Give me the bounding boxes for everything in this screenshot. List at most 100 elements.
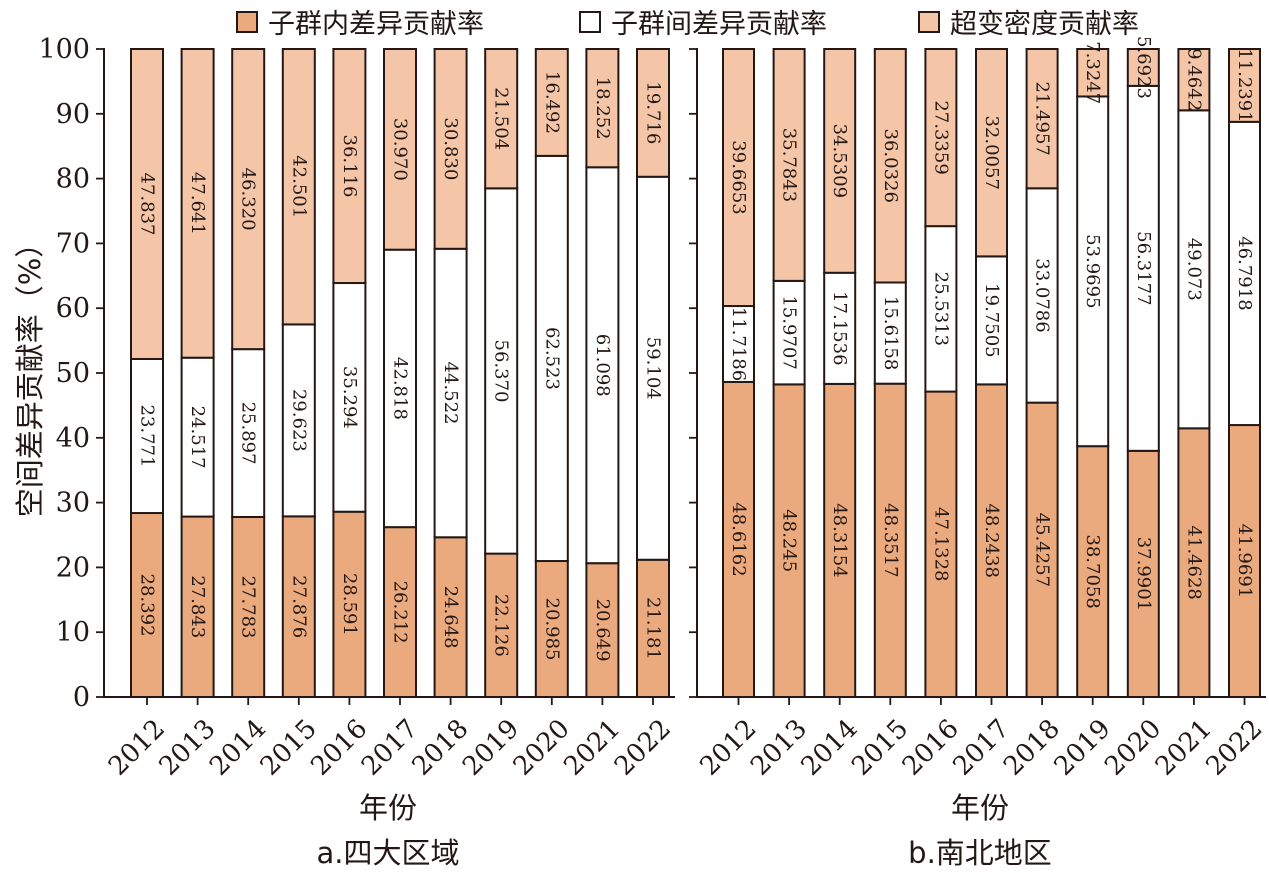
bar-segment-transvariation bbox=[722, 48, 755, 308]
bar-segment-within bbox=[873, 382, 907, 698]
bar-segment-transvariation bbox=[180, 48, 215, 359]
data-label-within: 48.3517 bbox=[880, 503, 901, 577]
bar-segment-between bbox=[924, 225, 958, 393]
data-label-between: 46.7918 bbox=[1234, 236, 1255, 310]
data-label-transvariation: 36.0326 bbox=[880, 129, 901, 203]
bar-segment-between bbox=[332, 282, 367, 513]
y-tick-label: 0 bbox=[73, 682, 90, 713]
data-label-transvariation: 35.7843 bbox=[779, 128, 800, 202]
x-tick-label: 2016 bbox=[897, 714, 965, 782]
x-axis-title: 年份 bbox=[951, 791, 1009, 825]
y-tick-label: 20 bbox=[56, 552, 90, 583]
bar-segment-transvariation bbox=[1126, 48, 1160, 87]
bar-segment-within bbox=[1025, 401, 1059, 698]
data-label-between: 56.370 bbox=[491, 339, 512, 402]
data-label-transvariation: 27.3359 bbox=[930, 100, 951, 174]
x-tick-label: 2020 bbox=[1099, 714, 1167, 782]
bar-segment-transvariation bbox=[130, 48, 164, 360]
bar-segment-within bbox=[383, 526, 417, 698]
bar-segment-transvariation bbox=[772, 48, 806, 282]
data-label-transvariation: 7.3247 bbox=[1082, 41, 1103, 104]
bar-segment-transvariation bbox=[823, 48, 857, 274]
x-tick-label: 2019 bbox=[457, 714, 525, 782]
data-label-within: 21.181 bbox=[643, 597, 664, 660]
data-label-within: 48.3154 bbox=[829, 503, 850, 577]
bar-segment-between bbox=[1228, 120, 1261, 427]
data-label-between: 33.0786 bbox=[1032, 258, 1053, 332]
data-label-between: 24.517 bbox=[187, 406, 208, 469]
data-label-within: 27.876 bbox=[288, 575, 309, 638]
data-label-between: 62.523 bbox=[541, 327, 562, 390]
bar-segment-transvariation bbox=[433, 48, 468, 250]
data-label-between: 23.771 bbox=[137, 405, 158, 468]
data-label-between: 53.9695 bbox=[1082, 234, 1103, 308]
data-label-transvariation: 30.970 bbox=[390, 118, 411, 181]
bar-segment-between bbox=[231, 348, 266, 518]
data-label-within: 27.783 bbox=[238, 575, 259, 638]
data-label-between: 44.522 bbox=[440, 362, 461, 425]
bar-segment-transvariation bbox=[1076, 48, 1110, 98]
data-label-between: 29.623 bbox=[288, 389, 309, 452]
bar-segment-between bbox=[975, 255, 1008, 386]
data-label-transvariation: 47.641 bbox=[187, 172, 208, 235]
data-label-within: 47.1328 bbox=[930, 507, 951, 581]
data-label-between: 56.3177 bbox=[1133, 231, 1154, 305]
bar-segment-between bbox=[281, 323, 316, 518]
bar-segment-between bbox=[1177, 109, 1211, 430]
x-tick-label: 2014 bbox=[204, 714, 272, 782]
data-label-transvariation: 21.4957 bbox=[1032, 81, 1053, 155]
bar-segment-between bbox=[383, 248, 417, 529]
data-label-within: 27.843 bbox=[187, 575, 208, 638]
x-tick-label: 2015 bbox=[255, 714, 323, 782]
x-tick-label: 2017 bbox=[947, 714, 1015, 782]
y-tick-label: 50 bbox=[56, 358, 90, 389]
bar-segment-transvariation bbox=[1025, 48, 1059, 190]
x-tick-label: 2015 bbox=[846, 714, 914, 782]
legend-item-transvariation: 超变密度贡献率 bbox=[918, 2, 1139, 41]
data-label-between: 15.9707 bbox=[779, 295, 800, 369]
data-label-within: 24.648 bbox=[440, 586, 461, 649]
bar-segment-transvariation bbox=[231, 48, 266, 351]
x-tick-label: 2016 bbox=[305, 714, 373, 782]
bar-segment-transvariation bbox=[281, 48, 316, 326]
bar-segment-within bbox=[180, 515, 215, 698]
bar-segment-transvariation bbox=[534, 48, 569, 157]
bar-segment-within bbox=[332, 510, 367, 698]
y-tick-label: 90 bbox=[56, 99, 90, 130]
data-label-transvariation: 5.6923 bbox=[1133, 36, 1154, 99]
data-label-transvariation: 9.4642 bbox=[1183, 48, 1204, 111]
x-tick-label: 2021 bbox=[558, 714, 626, 782]
data-label-between: 42.818 bbox=[390, 357, 411, 420]
x-tick-label: 2014 bbox=[796, 714, 864, 782]
x-tick-label: 2019 bbox=[1049, 714, 1117, 782]
y-tick-label: 80 bbox=[56, 164, 90, 195]
legend-swatch-between bbox=[579, 10, 601, 33]
y-axis-title: 空间差异贡献率（%） bbox=[13, 229, 47, 518]
data-label-between: 35.294 bbox=[339, 366, 360, 429]
data-label-between: 25.897 bbox=[238, 402, 259, 465]
data-label-within: 41.4628 bbox=[1183, 525, 1204, 599]
y-tick-label: 60 bbox=[56, 293, 90, 324]
data-label-transvariation: 36.116 bbox=[339, 135, 360, 198]
data-label-within: 41.9691 bbox=[1234, 524, 1255, 598]
data-label-within: 26.212 bbox=[390, 581, 411, 644]
y-tick-label: 40 bbox=[56, 423, 90, 454]
data-label-transvariation: 18.252 bbox=[592, 77, 613, 140]
y-tick-label: 30 bbox=[56, 488, 90, 519]
bar-segment-between bbox=[130, 357, 164, 515]
x-tick-label: 2018 bbox=[998, 714, 1066, 782]
data-label-transvariation: 30.830 bbox=[440, 117, 461, 180]
bar-segment-transvariation bbox=[585, 48, 620, 169]
data-label-within: 38.7058 bbox=[1082, 534, 1103, 608]
y-tick-label: 100 bbox=[38, 34, 90, 65]
data-label-within: 48.245 bbox=[779, 509, 800, 572]
data-label-within: 20.649 bbox=[592, 599, 613, 662]
panel-title: b.南北地区 bbox=[908, 836, 1052, 870]
data-label-between: 61.098 bbox=[592, 334, 613, 397]
legend-label-transvariation: 超变密度贡献率 bbox=[950, 9, 1139, 40]
data-label-within: 22.126 bbox=[491, 594, 512, 657]
data-label-within: 45.4257 bbox=[1032, 513, 1053, 587]
data-label-transvariation: 11.2391 bbox=[1234, 48, 1255, 122]
bar-segment-within bbox=[1177, 427, 1211, 698]
x-tick-label: 2012 bbox=[694, 714, 762, 782]
